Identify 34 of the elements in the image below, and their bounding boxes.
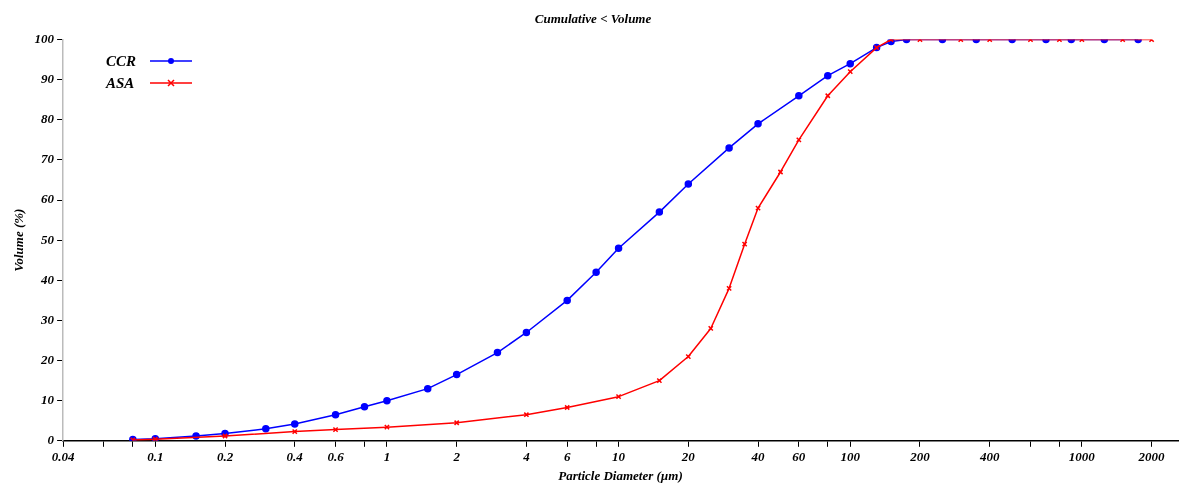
x-tick-label: 200: [909, 448, 931, 464]
y-tick-label: 40: [40, 271, 55, 287]
y-tick-label: 80: [41, 111, 55, 127]
legend-label: ASA: [106, 74, 136, 92]
x-tick-label: 10: [612, 448, 626, 464]
x-axis-title: Particle Diameter (µm): [558, 467, 683, 483]
y-tick-label: 10: [41, 392, 55, 408]
x-tick-label: 1000: [1068, 448, 1096, 464]
y-tick-label: 0: [47, 432, 55, 448]
x-tick-label: 40: [750, 448, 766, 464]
x-tick-label: 20: [680, 448, 696, 464]
y-tick-label: 90: [41, 71, 55, 87]
y-tick-label: 100: [34, 30, 55, 46]
x-tick-label: 0.6: [327, 448, 345, 464]
x-tick-label: 0.1: [147, 448, 164, 464]
x-tick-label: 4: [522, 448, 531, 464]
x-tick-label: 0.2: [216, 448, 234, 464]
x-tick-label: 0.4: [286, 448, 304, 464]
x-tick-label: 100: [840, 448, 861, 464]
chart-title: Cumulative < Volume: [534, 11, 652, 27]
legend-label: CCR: [106, 52, 137, 70]
y-axis-title: Volume (%): [11, 208, 27, 272]
y-tick-label: 50: [41, 231, 55, 247]
x-tick-label: 2: [452, 448, 461, 464]
x-tick-label: 6: [563, 448, 571, 464]
x-tick-label: 2000: [1137, 448, 1166, 464]
x-tick-label: 400: [978, 448, 1000, 464]
x-tick-label: 0.04: [51, 448, 75, 464]
y-tick-label: 30: [40, 311, 55, 327]
x-tick-label: 1: [383, 448, 391, 464]
y-tick-label: 60: [41, 191, 55, 207]
y-tick-label: 20: [40, 351, 55, 367]
x-tick-label: 60: [792, 448, 806, 464]
y-tick-label: 70: [41, 151, 55, 167]
